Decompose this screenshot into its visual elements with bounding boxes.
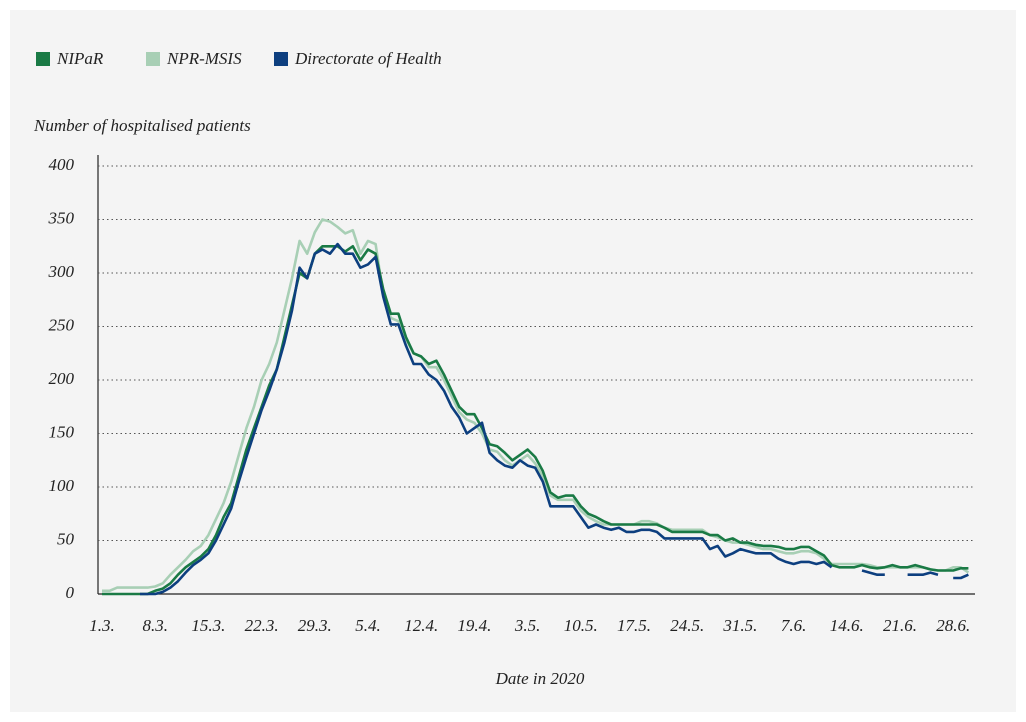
y-axis-label: Number of hospitalised patients xyxy=(33,116,251,135)
x-tick-label: 1.3. xyxy=(89,616,115,635)
x-tick-label: 8.3. xyxy=(142,616,168,635)
x-tick-label: 15.3. xyxy=(191,616,225,635)
x-tick-label: 14.6. xyxy=(830,616,864,635)
legend-label: Directorate of Health xyxy=(294,49,442,68)
x-tick-label: 24.5. xyxy=(670,616,704,635)
legend-label: NPR-MSIS xyxy=(166,49,242,68)
y-tick-label: 100 xyxy=(49,476,75,495)
series-line xyxy=(102,245,969,596)
y-tick-label: 350 xyxy=(48,208,75,227)
x-axis-label: Date in 2020 xyxy=(495,669,585,688)
legend-swatch xyxy=(274,52,288,66)
x-tick-label: 31.5. xyxy=(722,616,757,635)
x-tick-label: 19.4. xyxy=(457,616,491,635)
x-tick-label: 21.6. xyxy=(883,616,917,635)
y-tick-label: 200 xyxy=(49,369,75,388)
x-tick-label: 10.5. xyxy=(564,616,598,635)
x-tick-label: 22.3. xyxy=(245,616,279,635)
x-tick-label: 29.3. xyxy=(298,616,332,635)
legend-swatch xyxy=(146,52,160,66)
series-line xyxy=(102,218,970,593)
x-tick-label: 5.4. xyxy=(355,616,381,635)
y-tick-label: 50 xyxy=(57,529,75,548)
x-tick-label: 12.4. xyxy=(404,616,438,635)
series-line xyxy=(140,242,969,596)
background xyxy=(10,10,1016,712)
y-tick-label: 250 xyxy=(49,315,75,334)
x-tick-label: 7.6. xyxy=(781,616,807,635)
x-tick-label: 17.5. xyxy=(617,616,651,635)
y-tick-label: 150 xyxy=(49,422,75,441)
legend-label: NIPaR xyxy=(56,49,104,68)
y-tick-label: 400 xyxy=(49,155,75,174)
x-tick-label: 3.5. xyxy=(514,616,541,635)
legend-swatch xyxy=(36,52,50,66)
x-tick-label: 28.6. xyxy=(936,616,970,635)
y-tick-label: 0 xyxy=(66,583,75,602)
y-tick-label: 300 xyxy=(48,262,75,281)
